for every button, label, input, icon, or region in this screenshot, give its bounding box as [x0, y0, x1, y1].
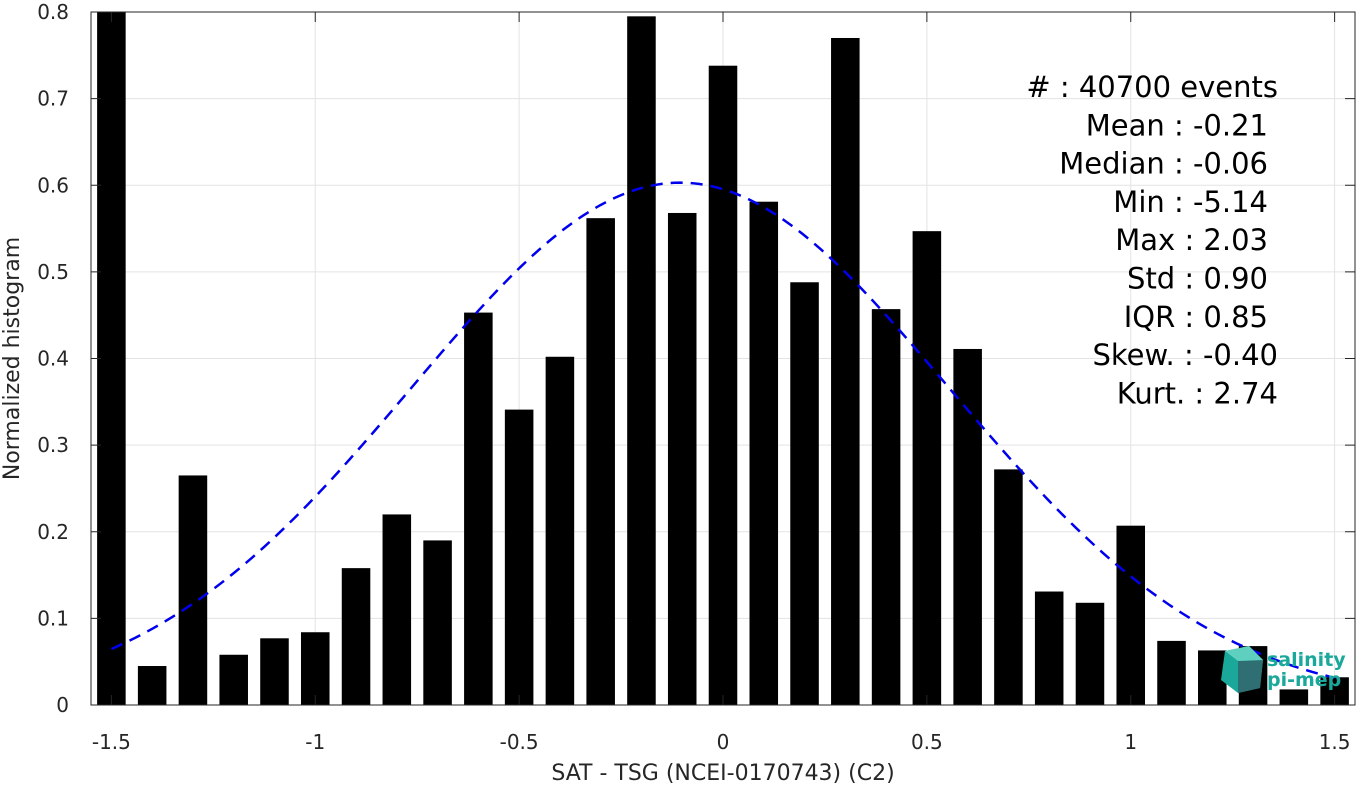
y-tick-label: 0.3: [37, 433, 69, 457]
y-tick-label: 0.4: [37, 347, 69, 371]
histogram-bar: [1034, 591, 1064, 705]
histogram-bar: [953, 348, 982, 705]
histogram-bar: [871, 309, 901, 705]
histogram-bar: [627, 16, 656, 706]
axis-ticks: [91, 11, 1355, 706]
stats-line: # : 40700 events: [1026, 70, 1278, 104]
histogram-bar: [423, 540, 452, 705]
x-tick-label: 0.5: [911, 730, 943, 754]
histogram-bar: [912, 231, 942, 705]
histogram-bar: [667, 212, 697, 705]
stats-line: Min : -5.14: [1113, 185, 1268, 219]
y-axis-label: Normalized histogram: [0, 237, 25, 480]
logo-text-salinity: salinity: [1267, 649, 1346, 671]
y-tick-label: 0.8: [37, 0, 69, 24]
stats-line: Kurt. : 2.74: [1117, 376, 1278, 410]
histogram-bar: [708, 65, 738, 705]
histogram-bar: [586, 218, 615, 706]
y-tick-label: 0.7: [37, 87, 69, 111]
y-tick-label: 0.1: [37, 606, 69, 630]
stats-line: Mean : -0.21: [1086, 108, 1268, 142]
stats-box: # : 40700 events Mean : -0.21 Median : -0.…: [1026, 70, 1278, 410]
tick-labels: -1.5 -1 -0.5 0 0.5 1 1.5 0 0.1 0.2 0.3 0.4 0.5 0.6 0.7…: [37, 0, 1350, 754]
histogram-bar: [382, 514, 412, 705]
x-tick-label: 0: [717, 730, 730, 754]
histogram-bar: [504, 409, 534, 705]
x-tick-label: 1.5: [1319, 730, 1351, 754]
histogram-bar: [97, 12, 126, 705]
x-tick-label: -1.5: [92, 730, 131, 754]
histogram-bar: [749, 201, 779, 706]
salinity-pimep-logo: salinity pi-mep: [1221, 646, 1346, 693]
histogram-bar: [545, 356, 575, 705]
histogram-bar: [1279, 689, 1309, 705]
stats-line: Skew. : -0.40: [1092, 338, 1278, 372]
histogram-bar: [300, 632, 330, 705]
bars: [97, 12, 1349, 706]
y-tick-label: 0.6: [37, 173, 69, 197]
histogram-bar: [260, 638, 289, 705]
y-tick-label: 0: [56, 693, 69, 717]
histogram-bar: [1116, 525, 1146, 705]
histogram-bar: [341, 568, 371, 705]
histogram-bar: [790, 282, 819, 705]
histogram-bar: [137, 666, 167, 705]
y-tick-label: 0.2: [37, 520, 69, 544]
stats-line: Max : 2.03: [1115, 223, 1268, 257]
histogram-bar: [464, 312, 493, 705]
y-tick-label: 0.5: [37, 260, 69, 284]
stats-line: Std : 0.90: [1127, 262, 1268, 296]
histogram-bar: [1075, 602, 1105, 705]
histogram-bar: [831, 37, 860, 706]
x-tick-label: -0.5: [500, 730, 539, 754]
histogram-bar: [178, 475, 208, 705]
histogram-bar: [994, 469, 1023, 705]
x-axis-label: SAT - TSG (NCEI-0170743) (C2): [551, 761, 894, 785]
histogram-bar: [219, 654, 248, 705]
logo-cube-icon: [1221, 646, 1263, 693]
x-tick-label: 1: [1124, 730, 1137, 754]
stats-line: IQR : 0.85: [1124, 300, 1268, 334]
histogram-bar: [1157, 640, 1186, 705]
stats-line: Median : -0.06: [1059, 147, 1268, 181]
x-tick-label: -1: [305, 730, 325, 754]
logo-text-pimep: pi-mep: [1267, 669, 1341, 691]
